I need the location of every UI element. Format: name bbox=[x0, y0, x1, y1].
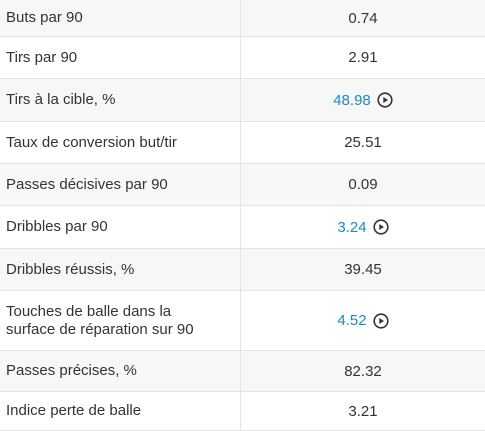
stat-label: Passes décisives par 90 bbox=[6, 175, 168, 193]
stat-row: Tirs par 90 2.91 bbox=[0, 37, 485, 79]
stat-row: Indice perte de balle 3.21 bbox=[0, 392, 485, 431]
stat-label: Touches de balle dans la surface de répa… bbox=[6, 302, 194, 338]
stat-row: Buts par 90 0.74 bbox=[0, 0, 485, 37]
stat-label: Tirs à la cible, % bbox=[6, 91, 116, 108]
play-circle bbox=[372, 219, 389, 235]
stat-label-cell: Touches de balle dans la surface de répa… bbox=[0, 291, 241, 350]
stat-value: 82.32 bbox=[344, 362, 382, 380]
stat-value: 0.74 bbox=[348, 9, 378, 27]
stat-row: Touches de balle dans la surface de répa… bbox=[0, 291, 485, 351]
stat-value-cell: 25.51 bbox=[241, 122, 485, 163]
stat-value-cell: 3.21 bbox=[241, 392, 485, 430]
stat-label: Passes précises, % bbox=[6, 362, 137, 379]
stat-value-cell: 0.74 bbox=[241, 0, 485, 36]
stat-value-cell: 2.91 bbox=[241, 37, 485, 78]
stat-row: Tirs à la cible, % 48.98 bbox=[0, 79, 485, 122]
stat-value-cell[interactable]: 48.98 bbox=[241, 79, 485, 121]
stat-value[interactable]: 3.24 bbox=[337, 218, 367, 236]
stat-value-cell[interactable]: 4.52 bbox=[241, 291, 485, 350]
play-icon[interactable] bbox=[372, 219, 389, 235]
stat-value-cell: 82.32 bbox=[241, 351, 485, 391]
play-triangle bbox=[378, 317, 384, 324]
play-circle bbox=[377, 92, 393, 108]
stat-label-cell: Tirs à la cible, % bbox=[0, 79, 241, 121]
stat-row: Passes précises, % 82.32 bbox=[0, 351, 485, 392]
stat-label-cell: Taux de conversion but/tir bbox=[0, 122, 241, 163]
stat-row: Passes décisives par 90 0.09 bbox=[0, 164, 485, 206]
stat-label-cell: Passes précises, % bbox=[0, 351, 241, 391]
play-triangle bbox=[383, 97, 388, 103]
stat-row: Dribbles par 90 3.24 bbox=[0, 206, 485, 249]
stat-label: Dribbles réussis, % bbox=[6, 260, 135, 278]
stat-value: 2.91 bbox=[348, 49, 378, 66]
stat-label-cell: Passes décisives par 90 bbox=[0, 164, 241, 205]
stat-label: Taux de conversion but/tir bbox=[6, 133, 177, 151]
stat-value-cell: 39.45 bbox=[241, 249, 485, 290]
stat-value-cell: 0.09 bbox=[241, 164, 485, 205]
stat-value[interactable]: 4.52 bbox=[337, 312, 367, 329]
play-triangle bbox=[378, 224, 384, 230]
stat-label-cell: Dribbles réussis, % bbox=[0, 249, 241, 290]
stat-label: Tirs par 90 bbox=[6, 48, 78, 66]
stat-label: Dribbles par 90 bbox=[6, 218, 108, 235]
stat-label-cell: Buts par 90 bbox=[0, 0, 241, 36]
stat-row: Taux de conversion but/tir 25.51 bbox=[0, 122, 485, 164]
stat-value: 0.09 bbox=[348, 176, 378, 193]
stat-value: 3.21 bbox=[348, 402, 378, 420]
play-circle bbox=[372, 312, 389, 329]
stat-value: 25.51 bbox=[344, 134, 382, 151]
stat-value[interactable]: 48.98 bbox=[333, 91, 371, 109]
stat-label-cell: Tirs par 90 bbox=[0, 37, 241, 78]
stat-label-cell: Indice perte de balle bbox=[0, 392, 241, 430]
stat-label: Buts par 90 bbox=[6, 9, 83, 26]
stat-row: Dribbles réussis, % 39.45 bbox=[0, 249, 485, 291]
stat-value-cell[interactable]: 3.24 bbox=[241, 206, 485, 248]
stat-label: Indice perte de balle bbox=[6, 402, 142, 419]
stat-value: 39.45 bbox=[344, 261, 382, 278]
stat-label-cell: Dribbles par 90 bbox=[0, 206, 241, 248]
play-icon[interactable] bbox=[377, 92, 393, 108]
play-icon[interactable] bbox=[372, 312, 389, 329]
